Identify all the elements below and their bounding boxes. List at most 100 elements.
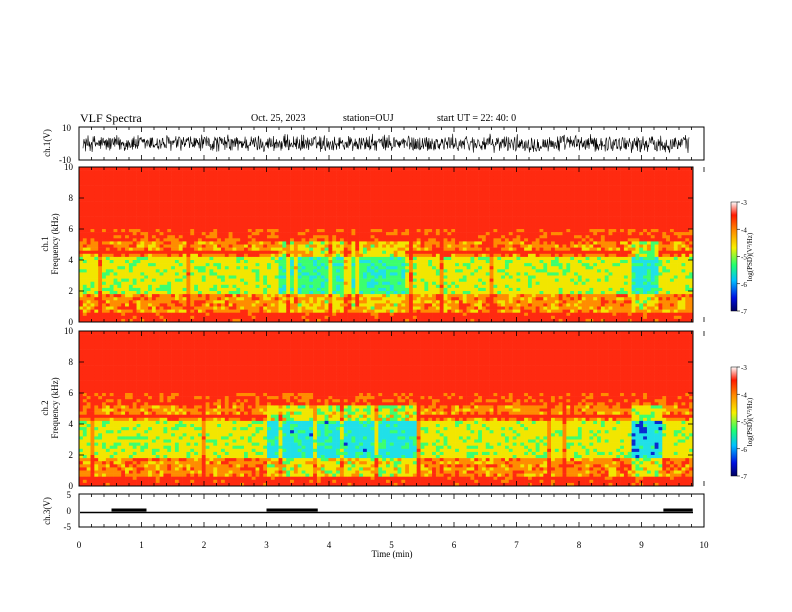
spectrogram-cell bbox=[282, 241, 287, 245]
spectrogram-cell bbox=[328, 219, 333, 224]
spectrogram-cell bbox=[366, 284, 371, 289]
spectrogram-cell bbox=[171, 312, 176, 317]
spectrogram-cell bbox=[412, 225, 417, 230]
spectrogram-cell bbox=[355, 318, 360, 323]
spectrogram-cell bbox=[439, 263, 444, 267]
spectrogram-cell bbox=[309, 188, 314, 193]
spectrogram-cell bbox=[447, 216, 452, 220]
spectrogram-cell bbox=[240, 266, 245, 270]
spectrogram-cell bbox=[178, 287, 183, 292]
spectrogram-cell bbox=[98, 222, 103, 227]
spectrogram-cell bbox=[105, 278, 110, 282]
spectrogram-cell bbox=[128, 278, 134, 282]
spectrogram-cell bbox=[105, 269, 110, 273]
spectrogram-cell bbox=[405, 167, 410, 171]
spectrogram-cell bbox=[86, 207, 91, 211]
spectrogram-cell bbox=[397, 232, 402, 236]
spectrogram-cell bbox=[159, 318, 164, 323]
spectrogram-cell bbox=[443, 315, 448, 320]
spectrogram-cell bbox=[240, 182, 245, 186]
spectrogram-cell bbox=[213, 294, 218, 298]
spectrogram-cell bbox=[355, 294, 360, 298]
spectrogram-cell bbox=[316, 312, 322, 317]
spectrogram-cell bbox=[428, 309, 433, 313]
spectrogram-cell bbox=[82, 173, 87, 177]
spectrogram-cell bbox=[336, 266, 341, 270]
spectrogram-cell bbox=[136, 201, 141, 205]
spectrogram-cell bbox=[228, 170, 233, 174]
spectrogram-cell bbox=[140, 167, 145, 171]
spectrogram-cell bbox=[217, 278, 222, 282]
spectrogram-cell bbox=[443, 303, 448, 307]
spectrogram-cell bbox=[386, 198, 391, 202]
spectrogram-cell bbox=[401, 281, 406, 286]
spectrogram-cell bbox=[251, 297, 256, 301]
spectrogram-cell bbox=[290, 291, 295, 295]
spectrogram-cell bbox=[263, 213, 268, 217]
spectrogram-cell bbox=[336, 182, 341, 186]
spectrogram-cell bbox=[136, 281, 141, 286]
ch1-time-ticks bbox=[78, 127, 705, 160]
spectrogram-cell bbox=[320, 291, 325, 295]
spectrogram-cell bbox=[432, 204, 437, 208]
spectrogram-cell bbox=[435, 216, 441, 220]
spectrogram-cell bbox=[174, 216, 180, 220]
spectrogram-cell bbox=[98, 260, 103, 264]
spectrogram-cell bbox=[324, 306, 329, 310]
spectrogram-cell bbox=[148, 229, 153, 233]
spectrogram-cell bbox=[178, 278, 183, 282]
spectrogram-cell bbox=[247, 207, 252, 211]
spectrogram-cell bbox=[140, 281, 145, 286]
spectrogram-cell bbox=[439, 247, 444, 251]
spectrogram-cell bbox=[121, 294, 126, 298]
spectrogram-cell bbox=[151, 284, 157, 289]
spectrogram-cell bbox=[151, 278, 157, 282]
spectrogram-cell bbox=[182, 235, 187, 239]
spectrogram-cell bbox=[343, 216, 348, 220]
spectrogram-cell bbox=[79, 188, 84, 193]
spectrogram-cell bbox=[347, 306, 352, 310]
spectrogram-cell bbox=[121, 247, 126, 251]
spectrogram-cell bbox=[86, 318, 91, 323]
spectrogram-cell bbox=[90, 278, 95, 282]
spectrogram-cell bbox=[420, 309, 425, 313]
spectrogram-cell bbox=[328, 309, 333, 313]
spectrogram-cell bbox=[278, 216, 283, 220]
spectrogram-cell bbox=[186, 170, 191, 174]
spectrogram-cell bbox=[194, 241, 199, 245]
spectrogram-cell bbox=[290, 281, 295, 286]
spectrogram-cell bbox=[374, 176, 379, 180]
spectrogram-cell bbox=[240, 312, 245, 317]
spectrogram-cell bbox=[144, 300, 149, 304]
spectrogram-cell bbox=[301, 297, 306, 301]
spectrogram-cell bbox=[86, 204, 91, 208]
spectrogram-cell bbox=[328, 198, 333, 202]
spectrogram-cell bbox=[113, 287, 118, 292]
spectrogram-cell bbox=[309, 309, 314, 313]
spectrogram-cell bbox=[102, 222, 107, 227]
spectrogram-cell bbox=[328, 250, 333, 255]
spectrogram-cell bbox=[420, 213, 425, 217]
spectrogram-cell bbox=[393, 272, 398, 276]
spectrogram-cell bbox=[197, 300, 203, 304]
spectrogram-cell bbox=[366, 198, 371, 202]
spectrogram-cell bbox=[374, 179, 379, 183]
spectrogram-cell bbox=[374, 281, 379, 286]
spectrogram-cell bbox=[140, 198, 145, 202]
spectrogram-cell bbox=[224, 210, 229, 214]
spectrogram-cell bbox=[405, 318, 410, 323]
spectrogram-cell bbox=[109, 297, 114, 301]
spectrogram-cell bbox=[347, 297, 352, 301]
spectrogram-cell bbox=[386, 216, 391, 220]
spectrogram-cell bbox=[297, 222, 302, 227]
spectrogram-cell bbox=[232, 216, 237, 220]
spectrogram-cell bbox=[366, 315, 371, 320]
spectrogram-cell bbox=[270, 291, 276, 295]
spectrogram-cell bbox=[443, 241, 448, 245]
spectrogram-cell bbox=[244, 260, 249, 264]
spectrogram-cell bbox=[98, 207, 103, 211]
spectrogram-cell bbox=[401, 238, 406, 242]
spectrogram-cell bbox=[320, 235, 325, 239]
spectrogram-cell bbox=[389, 297, 394, 301]
spectrogram-cell bbox=[247, 182, 252, 186]
